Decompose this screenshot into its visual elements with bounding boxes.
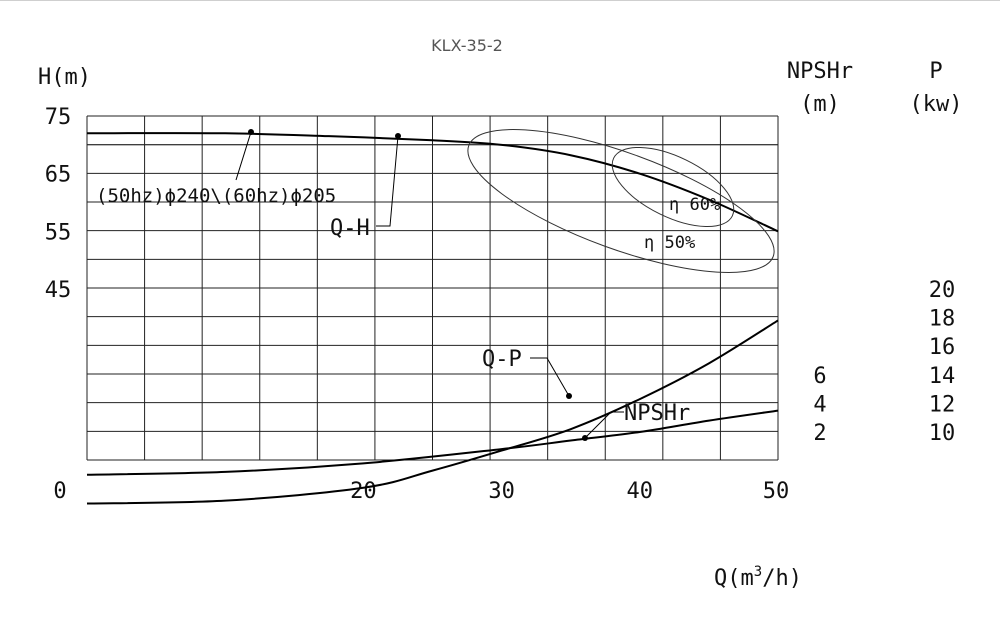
npshr-axis-label: NPSHr [787, 59, 853, 84]
power-tick-label: 14 [929, 364, 956, 389]
x-tick-label: 20 [350, 479, 377, 504]
x-axis-label: Q(m3/h) [714, 564, 802, 591]
head-tick-label: 75 [45, 105, 72, 130]
power-tick-label: 18 [929, 307, 956, 332]
curve-q-p [86, 319, 779, 505]
qh-leader-line [376, 135, 399, 227]
impeller-diameter-label: (50hz)ϕ240\(60hz)ϕ205 [96, 185, 336, 207]
qp-curve-label: Q-P [482, 347, 522, 372]
npshr-axis-unit: (m) [800, 92, 840, 117]
x-tick-label: 50 [763, 479, 790, 504]
qp-leader-line [530, 357, 570, 397]
power-axis-label: P [929, 59, 942, 84]
npshr-curve-label: NPSHr [624, 401, 690, 426]
efficiency-50-contour [467, 129, 775, 273]
power-tick-label: 16 [929, 335, 956, 360]
x-tick-label: 30 [488, 479, 515, 504]
power-tick-label: 10 [929, 421, 956, 446]
npshr-leader-line [584, 411, 624, 439]
curve-q-h [86, 132, 779, 233]
power-tick-label: 20 [929, 278, 956, 303]
chart-title: KLX-35-2 [431, 36, 503, 55]
efficiency-50-label: η 50% [644, 233, 695, 253]
power-tick-label: 12 [929, 392, 956, 417]
head-tick-label: 65 [45, 163, 72, 188]
head-tick-label: 55 [45, 220, 72, 245]
efficiency-60-contour [611, 146, 735, 228]
x-tick-label: 40 [627, 479, 654, 504]
qh-curve-label: Q-H [330, 216, 370, 241]
y-axis-label-head: H(m) [38, 65, 91, 90]
head-tick-label: 45 [45, 278, 72, 303]
efficiency-60-label: η 60% [669, 195, 720, 215]
npshr-tick-label: 2 [813, 421, 826, 446]
impeller-leader-line [235, 131, 252, 181]
npshr-tick-label: 4 [813, 393, 826, 418]
top-divider [0, 0, 1000, 1]
curve-npshr [86, 409, 779, 476]
power-axis-unit: (kw) [910, 92, 963, 117]
x-tick-label: 0 [53, 479, 66, 504]
npshr-tick-label: 6 [813, 364, 826, 389]
